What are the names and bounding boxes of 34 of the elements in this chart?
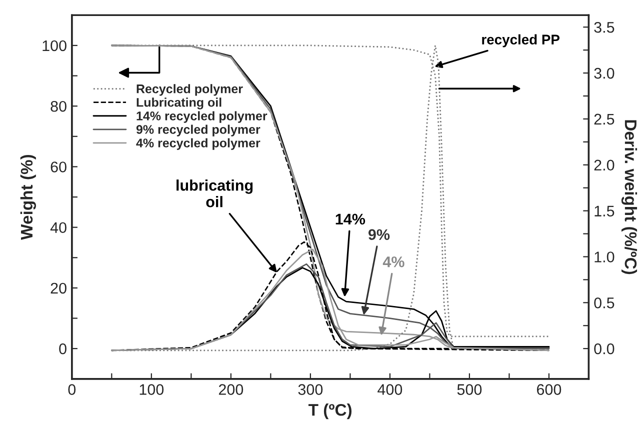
- y-tick-label: 20: [50, 282, 66, 294]
- y2-tick-label: 2.0: [594, 160, 614, 171]
- y2-tick-label: 0.0: [594, 343, 614, 354]
- y-tick-label: 100: [42, 40, 66, 52]
- legend-label: Lubricating oil: [136, 98, 222, 110]
- y-tick-label: 80: [50, 100, 66, 112]
- x-tick-label: 100: [140, 384, 164, 395]
- x-tick-label: 600: [536, 384, 562, 395]
- y2-tick-label: 2.5: [594, 114, 614, 125]
- annotation: 4%: [382, 256, 404, 268]
- annotation: recycled PP: [482, 34, 560, 48]
- legend-label: 9% recycled polymer: [136, 124, 260, 136]
- x-axis-title: T (ºC): [308, 404, 352, 420]
- annotation: 14%: [336, 214, 366, 225]
- legend-label: 4% recycled polymer: [136, 138, 260, 150]
- y2-tick-label: 3.5: [594, 22, 614, 33]
- x-tick-label: 200: [218, 384, 244, 395]
- annotation: 9%: [368, 229, 390, 240]
- y-axis-title: Weight (%): [20, 154, 36, 240]
- y2-axis-title: Deriv. weight (%/ºC): [621, 120, 638, 274]
- legend-label: 14% recycled polymer: [136, 111, 268, 123]
- x-tick-label: 300: [298, 384, 323, 395]
- x-tick-label: 400: [378, 384, 402, 395]
- x-tick-label: 500: [457, 384, 482, 395]
- y-tick-label: 40: [50, 222, 66, 234]
- annotation: lubricating oil: [176, 180, 253, 208]
- y2-tick-label: 1.5: [594, 206, 614, 216]
- y2-tick-label: 1.0: [594, 252, 614, 262]
- x-tick-label: 0: [68, 384, 76, 395]
- y-tick-label: 60: [50, 162, 66, 172]
- y-tick-label: 0: [59, 343, 66, 354]
- y2-tick-label: 0.5: [594, 298, 614, 308]
- y2-tick-label: 3.0: [594, 68, 614, 79]
- legend-label: Recycled polymer: [136, 84, 243, 96]
